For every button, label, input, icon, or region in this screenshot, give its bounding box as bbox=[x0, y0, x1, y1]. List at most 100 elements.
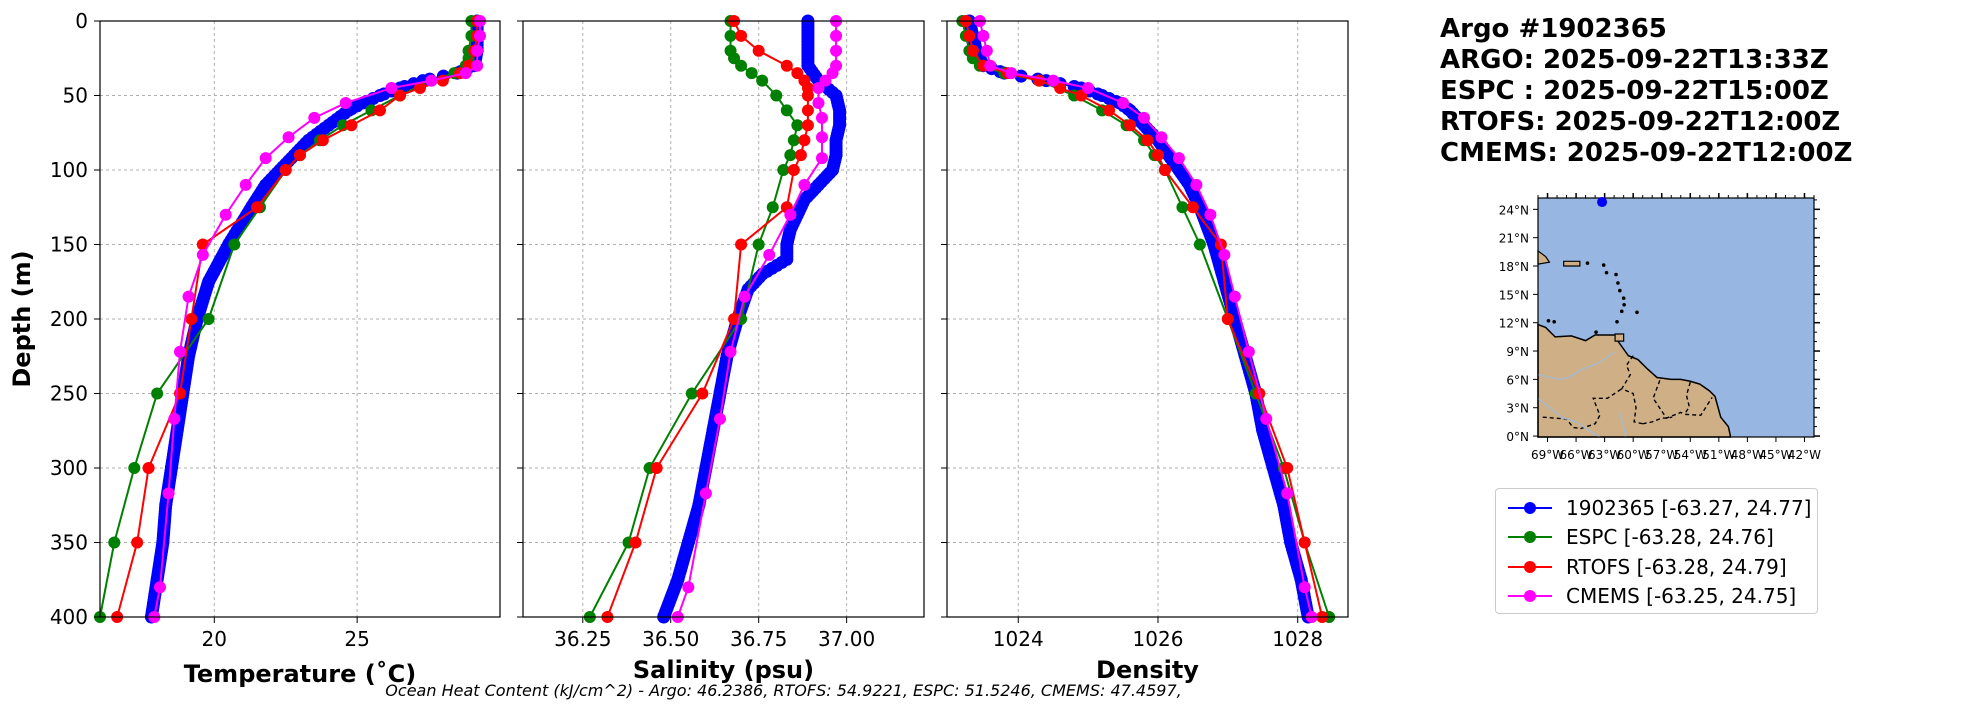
map-land-south-america bbox=[1537, 323, 1731, 438]
data-point bbox=[963, 29, 976, 42]
map-lat-label: 0°N bbox=[1506, 430, 1529, 444]
data-point bbox=[787, 134, 800, 147]
map-river bbox=[1537, 397, 1601, 438]
map-land-trinidad bbox=[1614, 333, 1625, 342]
data-point bbox=[394, 89, 406, 102]
title-espc-time: ESPC : 2025-09-22T15:00Z bbox=[1440, 76, 1829, 106]
x-axis-label: Temperature (˚C) bbox=[184, 660, 417, 688]
data-point bbox=[735, 238, 748, 251]
data-point bbox=[185, 313, 198, 325]
data-point bbox=[471, 59, 484, 72]
map-lon-label: 54°W bbox=[1674, 448, 1707, 462]
data-point bbox=[801, 89, 814, 102]
y-tick-label: 50 bbox=[63, 84, 88, 108]
map-frame bbox=[1537, 197, 1815, 438]
data-point bbox=[174, 345, 186, 358]
data-point bbox=[977, 29, 990, 42]
data-point bbox=[798, 134, 811, 147]
inset-map: 69°W66°W63°W60°W57°W54°W51°W48°W45°W42°W… bbox=[1499, 193, 1821, 462]
data-point bbox=[756, 74, 769, 87]
legend-item-cmems: CMEMS [-63.25, 24.75] bbox=[1496, 582, 1817, 612]
y-tick-label: 300 bbox=[50, 456, 88, 480]
data-point bbox=[282, 131, 295, 144]
x-tick-label: 20 bbox=[202, 627, 227, 651]
map-lat-label: 6°N bbox=[1506, 373, 1529, 387]
legend: 1902365 [-63.27, 24.77] ESPC [-63.28, 24… bbox=[1495, 488, 1818, 614]
legend-swatch bbox=[1508, 527, 1552, 547]
map-island bbox=[1552, 319, 1556, 324]
data-point bbox=[812, 82, 825, 95]
data-point bbox=[182, 290, 195, 303]
data-point bbox=[1082, 82, 1095, 95]
panel-3: 1024 1026 1028 Density bbox=[941, 14, 1349, 684]
title-rtofs-time: RTOFS: 2025-09-22T12:00Z bbox=[1440, 107, 1841, 137]
data-point bbox=[1260, 412, 1273, 425]
legend-label: RTOFS [-63.28, 24.79] bbox=[1566, 554, 1787, 579]
data-point bbox=[815, 152, 828, 165]
y-tick-label: 150 bbox=[50, 233, 88, 257]
map-lon-label: 60°W bbox=[1617, 448, 1650, 462]
data-point bbox=[728, 52, 741, 65]
x-tick-label: 1024 bbox=[993, 627, 1044, 651]
y-tick-label: 200 bbox=[50, 307, 88, 331]
map-lon-label: 63°W bbox=[1588, 448, 1621, 462]
map-lon-label: 48°W bbox=[1731, 448, 1764, 462]
data-point bbox=[780, 59, 793, 72]
data-point bbox=[791, 67, 804, 80]
data-point bbox=[1176, 201, 1189, 214]
map-lat-label: 15°N bbox=[1499, 288, 1529, 302]
data-point bbox=[316, 134, 329, 147]
data-point bbox=[724, 29, 737, 42]
data-point bbox=[784, 149, 797, 162]
data-point bbox=[162, 487, 175, 500]
y-tick-label: 350 bbox=[50, 531, 88, 555]
data-point bbox=[279, 164, 292, 176]
data-point bbox=[763, 248, 776, 261]
legend-label: ESPC [-63.28, 24.76] bbox=[1566, 525, 1774, 550]
map-lat-label: 24°N bbox=[1499, 203, 1529, 217]
data-point bbox=[1218, 248, 1231, 261]
data-point bbox=[308, 111, 321, 124]
title-float-id: Argo #1902365 bbox=[1440, 14, 1667, 44]
series-cmems bbox=[148, 15, 486, 623]
data-point bbox=[682, 581, 695, 594]
data-point bbox=[251, 201, 264, 214]
map-island bbox=[1622, 302, 1626, 307]
data-point bbox=[1158, 164, 1171, 176]
data-point bbox=[1124, 119, 1137, 132]
x-axis-label: Salinity (psu) bbox=[633, 656, 814, 684]
data-point bbox=[459, 67, 472, 80]
data-point bbox=[128, 462, 141, 474]
data-point bbox=[713, 412, 726, 425]
y-tick-label: 100 bbox=[50, 158, 88, 182]
data-point bbox=[1155, 131, 1168, 144]
y-axis-label: Depth (m) bbox=[8, 250, 36, 387]
map-island bbox=[1614, 272, 1618, 277]
data-point bbox=[735, 59, 748, 72]
legend-item-argo: 1902365 [-63.27, 24.77] bbox=[1496, 493, 1817, 523]
data-point bbox=[142, 462, 155, 474]
legend-item-espc: ESPC [-63.28, 24.76] bbox=[1496, 523, 1817, 553]
data-point bbox=[826, 67, 839, 80]
map-island bbox=[1585, 261, 1590, 265]
data-point bbox=[1186, 201, 1199, 214]
data-point bbox=[685, 387, 698, 400]
map-border bbox=[1620, 355, 1643, 425]
map-land-puerto-rico bbox=[1563, 260, 1581, 267]
map-float-marker bbox=[1597, 197, 1608, 208]
data-point bbox=[830, 44, 843, 57]
x-tick-label: 25 bbox=[344, 627, 369, 651]
legend-swatch bbox=[1508, 557, 1552, 577]
data-point bbox=[1298, 581, 1311, 594]
data-point bbox=[1298, 536, 1311, 549]
data-point bbox=[414, 82, 426, 95]
data-point bbox=[780, 104, 793, 117]
map-lon-label: 51°W bbox=[1702, 448, 1735, 462]
y-tick-label: 0 bbox=[75, 9, 88, 33]
data-point bbox=[1221, 313, 1234, 325]
data-point bbox=[812, 96, 825, 109]
data-point bbox=[735, 29, 748, 42]
title-block: Argo #1902365 ARGO: 2025-09-22T13:33Z ES… bbox=[1440, 14, 1852, 169]
data-point bbox=[131, 536, 144, 549]
